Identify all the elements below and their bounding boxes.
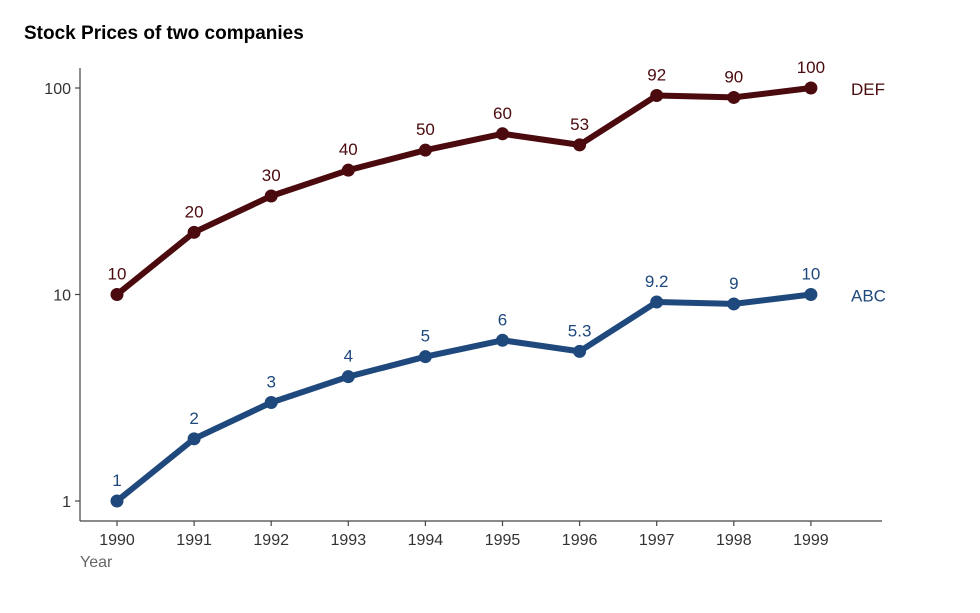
data-label-def: 90 [724, 67, 743, 86]
x-tick-label: 1991 [176, 532, 212, 549]
chart-title: Stock Prices of two companies [24, 23, 304, 44]
series-line-def [114, 85, 814, 298]
series-name-def: DEF [851, 80, 885, 99]
data-label-abc: 3 [266, 372, 275, 391]
data-label-def: 20 [185, 202, 204, 221]
data-point-abc [650, 295, 664, 309]
data-point-abc [264, 395, 278, 409]
data-label-abc: 10 [801, 265, 820, 284]
data-point-def [573, 138, 587, 152]
data-point-def [650, 88, 664, 102]
data-point-abc [341, 370, 355, 384]
x-tick-label: 1999 [793, 532, 829, 549]
series-line-abc [114, 291, 814, 504]
data-label-def: 40 [339, 140, 358, 159]
data-point-abc [110, 494, 124, 508]
series-abc: 1 2 3 4 5 6 5.3 9.2 9 10 ABC [110, 265, 886, 508]
data-point-abc [573, 344, 587, 358]
data-label-abc: 4 [344, 347, 353, 366]
data-point-def [804, 81, 818, 95]
data-label-abc: 9 [729, 274, 738, 293]
data-point-def [418, 143, 432, 157]
data-point-def [110, 288, 124, 301]
data-point-abc [727, 297, 741, 311]
data-point-abc [496, 333, 509, 347]
x-tick-label: 1996 [562, 532, 598, 549]
data-point-abc [187, 432, 201, 446]
data-point-def [727, 90, 741, 104]
data-label-def: 53 [570, 115, 589, 134]
data-point-def [187, 225, 201, 239]
series-layer: 10 20 30 40 50 60 53 92 90 100 DEF 1 2 3 4 5 6 5.3 9.2 9 10 A… [108, 58, 886, 508]
data-label-abc: 1 [112, 471, 121, 490]
data-point-def [341, 163, 355, 177]
data-point-def [496, 127, 509, 141]
y-tick-label: 10 [53, 288, 71, 305]
x-axis-title: Year [80, 554, 113, 571]
x-tick-label: 1994 [408, 532, 444, 549]
data-label-abc: 9.2 [645, 272, 669, 291]
data-label-abc: 6 [498, 310, 507, 329]
x-tick-label: 1993 [331, 532, 367, 549]
x-tick-label: 1998 [716, 532, 752, 549]
data-point-def [264, 189, 278, 203]
data-label-def: 50 [416, 120, 435, 139]
x-tick-label: 1995 [485, 532, 521, 549]
data-label-def: 60 [493, 104, 512, 123]
data-label-def: 92 [647, 65, 666, 84]
data-label-def: 30 [262, 166, 281, 185]
data-label-def: 100 [797, 58, 825, 77]
data-point-abc [804, 288, 818, 301]
x-tick-label: 1997 [639, 532, 675, 549]
x-tick-label: 1990 [99, 532, 135, 549]
series-def: 10 20 30 40 50 60 53 92 90 100 DEF [108, 58, 885, 301]
data-label-abc: 2 [189, 409, 198, 428]
x-tick-label: 1992 [253, 532, 289, 549]
series-name-abc: ABC [851, 287, 886, 306]
data-label-abc: 5 [421, 327, 430, 346]
data-label-abc: 5.3 [568, 321, 592, 340]
y-tick-label: 1 [62, 494, 71, 511]
y-tick-label: 100 [44, 81, 71, 98]
data-label-def: 10 [108, 265, 127, 284]
data-point-abc [418, 350, 432, 364]
